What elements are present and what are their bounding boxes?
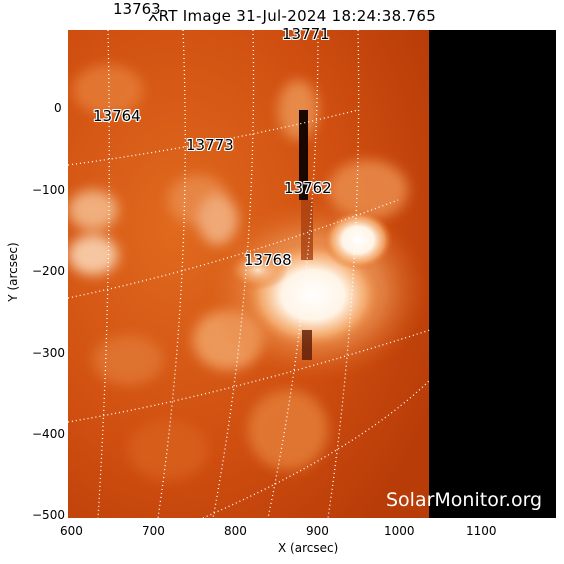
y-tick-label: −200: [32, 264, 65, 278]
region-label: 13764: [93, 107, 141, 125]
x-tick-label: 700: [142, 524, 165, 538]
y-tick-label: −500: [32, 508, 65, 522]
heliographic-grid: [68, 30, 431, 518]
saturation-streak: [299, 110, 308, 200]
y-tick-label: −100: [32, 183, 65, 197]
region-label: 13762: [284, 179, 332, 197]
xrt-solar-image: [68, 30, 556, 518]
x-tick-label: 900: [306, 524, 329, 538]
x-axis-label: X (arcsec): [278, 541, 339, 555]
x-tick-label: 800: [224, 524, 247, 538]
region-label: 13773: [186, 136, 234, 154]
y-tick-label: −400: [32, 427, 65, 441]
region-label: 13771: [282, 25, 330, 43]
image-title: XRT Image 31-Jul-2024 18:24:38.765: [148, 7, 437, 25]
region-label: 13768: [244, 251, 292, 269]
x-tick-label: 1000: [384, 524, 415, 538]
x-tick-label: 600: [60, 524, 83, 538]
y-axis-label: Y (arcsec): [6, 242, 20, 302]
watermark: SolarMonitor.org: [386, 489, 543, 511]
region-label: 13763: [113, 0, 161, 18]
off-limb-region: [429, 30, 556, 518]
solar-image-svg: [68, 30, 556, 518]
y-tick-label: −300: [32, 346, 65, 360]
x-tick-label: 1100: [466, 524, 497, 538]
y-tick-label: 0: [54, 101, 62, 115]
